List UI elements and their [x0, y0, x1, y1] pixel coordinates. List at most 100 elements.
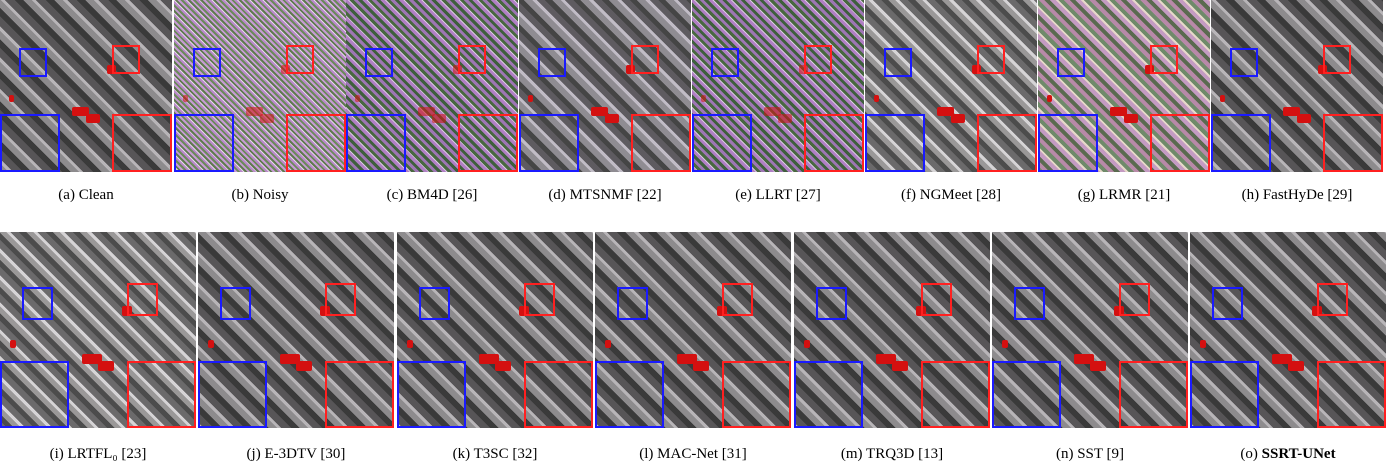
zoom-inset-red	[1150, 114, 1210, 172]
method-label: T3SC [32]	[473, 446, 538, 462]
panel-letter: (i)	[49, 446, 64, 462]
red-roof-region	[1090, 361, 1106, 371]
red-roof-region	[1047, 95, 1052, 102]
zoom-inset-red	[722, 361, 791, 428]
roi-box-blue	[22, 287, 53, 320]
panel-letter: (b)	[231, 187, 249, 203]
zoom-inset-red	[127, 361, 196, 428]
figure-panel: (h) FastHyDe [29]	[1211, 0, 1383, 206]
red-roof-region	[778, 114, 792, 123]
zoom-inset-blue	[595, 361, 664, 428]
roi-box-blue	[365, 48, 393, 77]
red-roof-region	[453, 65, 462, 74]
method-label: TRQ3D [13]	[866, 446, 944, 462]
red-roof-region	[432, 114, 446, 123]
figure-panel: (l) MAC-Net [31]	[595, 232, 791, 465]
zoom-inset-blue	[692, 114, 752, 172]
figure-panel: (a) Clean	[0, 0, 172, 206]
roi-box-red	[1323, 45, 1351, 74]
panel-caption: (b) Noisy	[165, 186, 355, 204]
panel-caption: (o) SSRT-UNet	[1193, 445, 1383, 463]
figure-panel: (n) SST [9]	[992, 232, 1188, 465]
method-label: E-3DTV [30]	[264, 446, 346, 462]
hyperspectral-image	[992, 232, 1188, 428]
panel-letter: (g)	[1077, 187, 1096, 203]
red-roof-region	[1110, 107, 1127, 116]
zoom-inset-red	[458, 114, 518, 172]
roi-box-red	[127, 283, 158, 316]
figure-panel: (g) LRMR [21]	[1038, 0, 1210, 206]
panel-caption: (j) E-3DTV [30]	[201, 445, 391, 463]
hyperspectral-image	[1038, 0, 1210, 172]
roi-box-red	[112, 45, 140, 74]
red-roof-region	[281, 65, 290, 74]
roi-box-red	[977, 45, 1005, 74]
zoom-inset-blue	[198, 361, 267, 428]
roi-box-blue	[1014, 287, 1045, 320]
red-roof-region	[892, 361, 908, 371]
zoom-inset-red	[286, 114, 346, 172]
red-roof-region	[528, 95, 533, 102]
zoom-inset-blue	[1211, 114, 1271, 172]
figure-panel: (j) E-3DTV [30]	[198, 232, 394, 465]
panel-letter: (k)	[452, 446, 471, 462]
hyperspectral-image	[0, 232, 196, 428]
red-roof-region	[280, 354, 300, 364]
hyperspectral-image	[346, 0, 518, 172]
roi-box-blue	[816, 287, 847, 320]
figure-panel: (k) T3SC [32]	[397, 232, 593, 465]
red-roof-region	[107, 65, 116, 74]
zoom-inset-blue	[1190, 361, 1259, 428]
zoom-inset-blue	[794, 361, 863, 428]
zoom-inset-red	[804, 114, 864, 172]
panel-caption: (g) LRMR [21]	[1029, 186, 1219, 204]
red-roof-region	[183, 95, 188, 102]
hyperspectral-image	[397, 232, 593, 428]
red-roof-region	[82, 354, 102, 364]
panel-letter: (c)	[386, 187, 404, 203]
roi-box-red	[804, 45, 832, 74]
zoom-inset-red	[1323, 114, 1383, 172]
roi-box-blue	[1057, 48, 1085, 77]
red-roof-region	[874, 95, 879, 102]
zoom-inset-blue	[174, 114, 234, 172]
panel-letter: (j)	[246, 446, 261, 462]
panel-letter: (f)	[901, 187, 916, 203]
red-roof-region	[764, 107, 781, 116]
red-roof-region	[605, 114, 619, 123]
figure-panel: (i) LRTFL₀ [23]	[0, 232, 196, 465]
hyperspectral-image	[0, 0, 172, 172]
red-roof-region	[626, 65, 635, 74]
roi-box-red	[286, 45, 314, 74]
panel-caption: (k) T3SC [32]	[400, 445, 590, 463]
method-label: MAC-Net [31]	[657, 446, 747, 462]
hyperspectral-image	[198, 232, 394, 428]
roi-box-blue	[1212, 287, 1243, 320]
zoom-inset-blue	[1038, 114, 1098, 172]
red-roof-region	[677, 354, 697, 364]
zoom-inset-red	[921, 361, 990, 428]
hyperspectral-image	[1211, 0, 1383, 172]
red-roof-region	[701, 95, 706, 102]
red-roof-region	[693, 361, 709, 371]
zoom-inset-red	[1317, 361, 1386, 428]
method-label: Noisy	[252, 187, 289, 203]
red-roof-region	[1220, 95, 1225, 102]
roi-box-red	[524, 283, 555, 316]
roi-box-blue	[884, 48, 912, 77]
red-roof-region	[479, 354, 499, 364]
panel-letter: (d)	[548, 187, 566, 203]
roi-box-blue	[19, 48, 47, 77]
panel-letter: (h)	[1241, 187, 1260, 203]
panel-letter: (a)	[58, 187, 75, 203]
red-roof-region	[1002, 340, 1008, 348]
panel-letter: (n)	[1055, 446, 1074, 462]
red-roof-region	[876, 354, 896, 364]
zoom-inset-blue	[865, 114, 925, 172]
method-label: SST [9]	[1077, 446, 1125, 462]
zoom-inset-red	[325, 361, 394, 428]
roi-box-red	[631, 45, 659, 74]
red-roof-region	[972, 65, 981, 74]
red-roof-region	[208, 340, 214, 348]
red-roof-region	[951, 114, 965, 123]
